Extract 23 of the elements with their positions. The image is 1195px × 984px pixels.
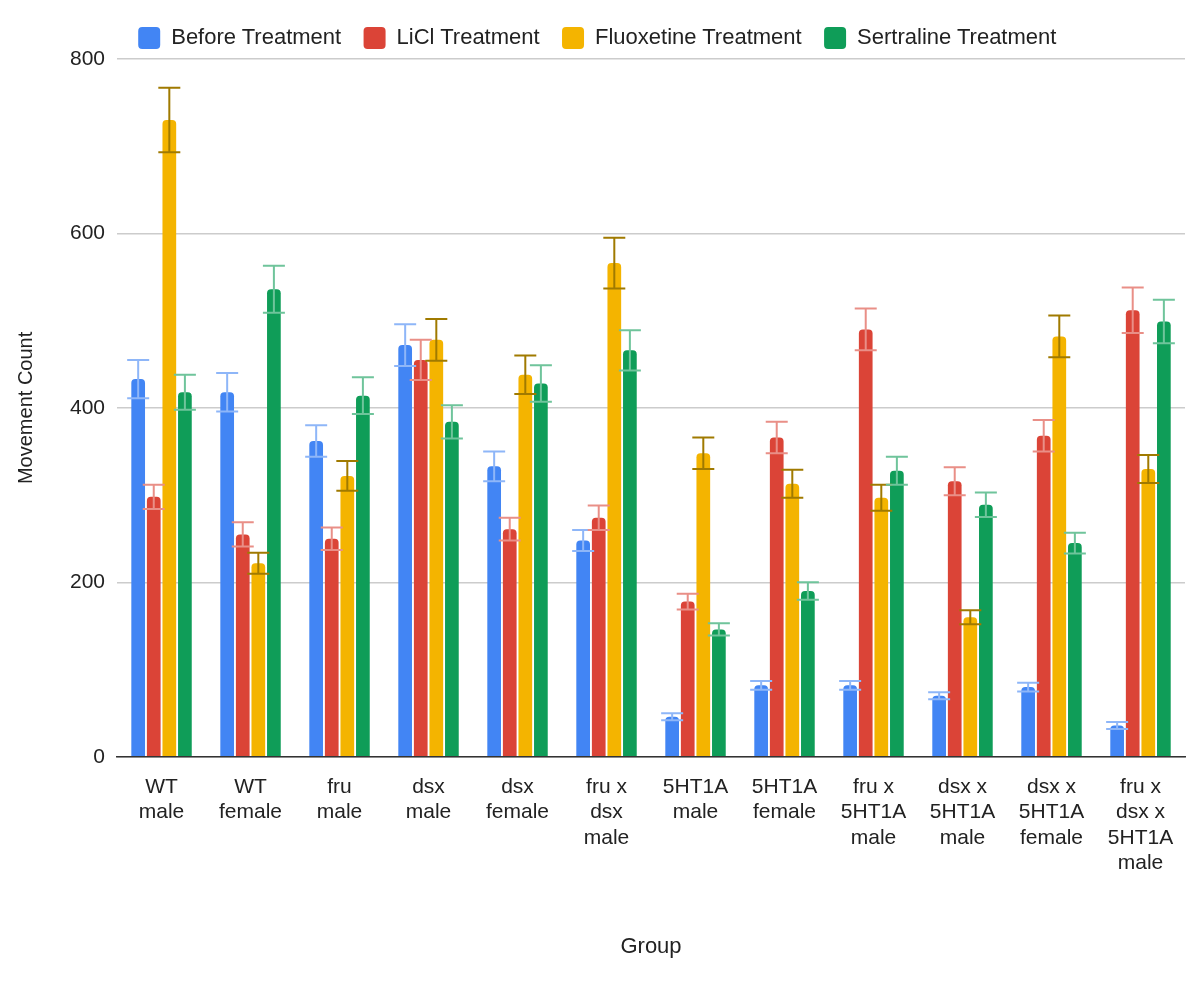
x-tick-label: fru x 5HT1A male	[840, 774, 907, 848]
x-tick-label: WT male	[138, 774, 185, 823]
x-tick-label: 5HT1A male	[662, 774, 729, 823]
x-tick-label: fru male	[316, 774, 363, 823]
x-tick-label: dsx x 5HT1A male	[929, 774, 996, 848]
y-tick-label: 200	[69, 569, 106, 593]
y-tick-label: 800	[69, 45, 106, 69]
y-tick-label: 600	[69, 220, 106, 244]
x-tick-label: fru x dsx male	[583, 774, 630, 848]
x-tick-label: WT female	[219, 774, 283, 823]
x-tick-label: dsx x 5HT1A female	[1018, 774, 1085, 848]
y-tick-label: 400	[69, 394, 106, 418]
legend-label: Sertraline Treatment	[857, 24, 1057, 50]
x-tick-label: dsx female	[486, 774, 550, 823]
x-tick-label: 5HT1A female	[751, 774, 818, 823]
legend-label: Before Treatment	[171, 24, 342, 50]
x-tick-label: fru x dsx x 5HT1A male	[1107, 774, 1174, 873]
x-axis-title: Group	[620, 932, 682, 958]
legend-label: LiCl Treatment	[396, 24, 540, 50]
x-tick-label: dsx male	[405, 774, 452, 823]
y-axis-title: Movement Count	[13, 331, 36, 485]
y-tick-label: 0	[93, 743, 106, 767]
legend-label: Fluoxetine Treatment	[595, 24, 802, 50]
